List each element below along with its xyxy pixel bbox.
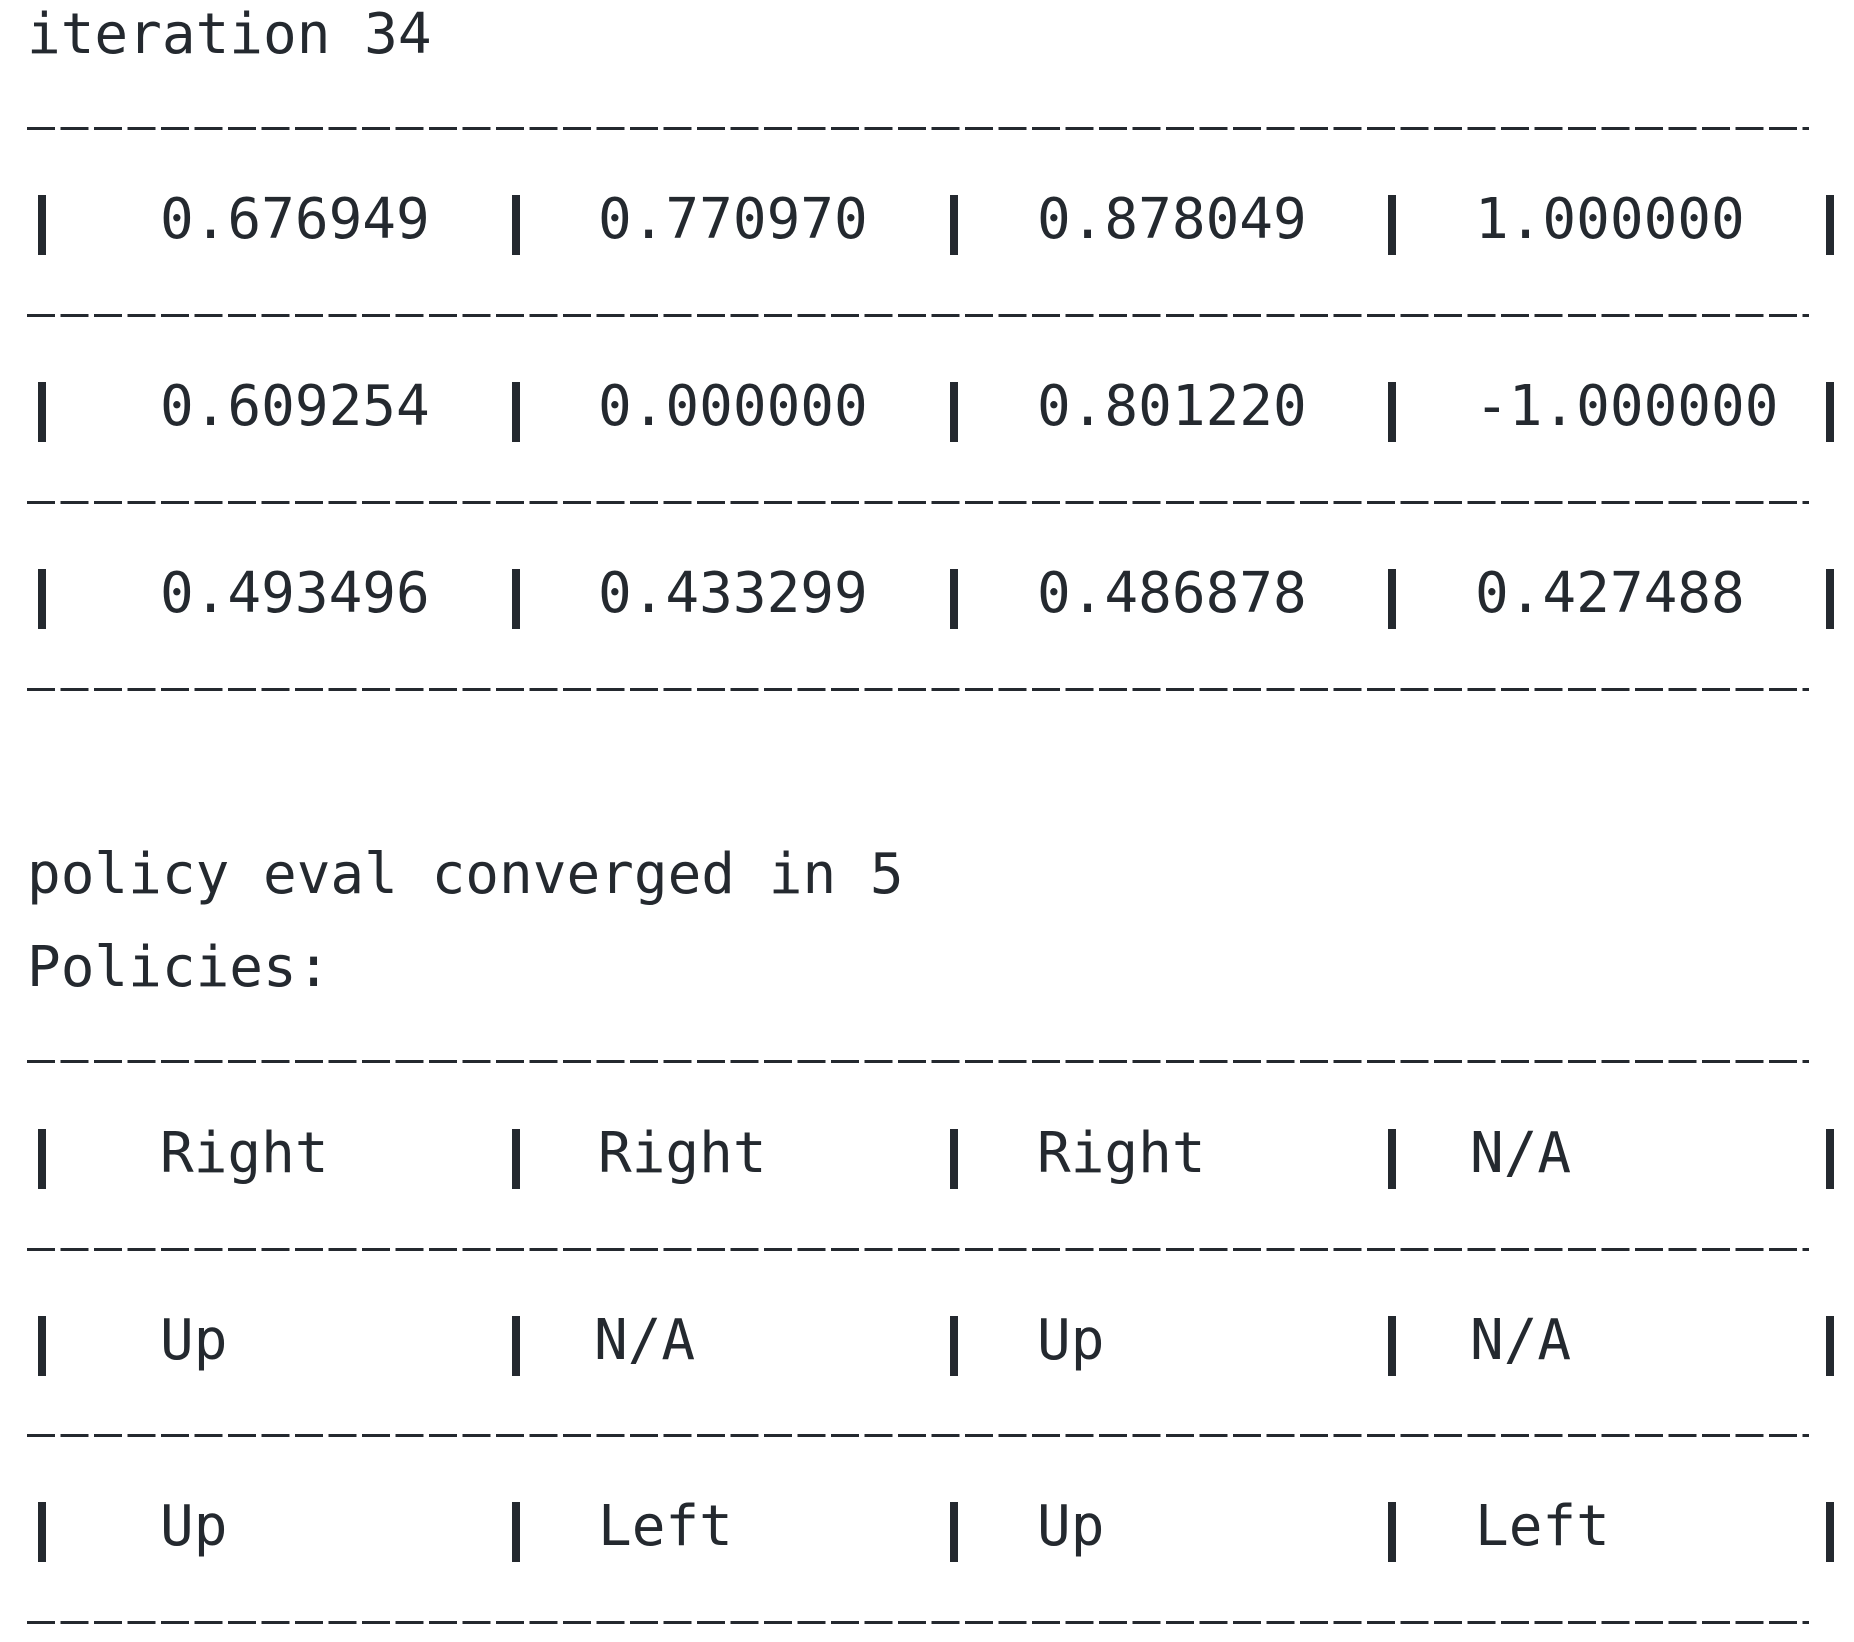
policy-cell: Up [1037, 1494, 1105, 1559]
pipe-divider [1388, 1502, 1396, 1562]
pipe-divider [512, 382, 520, 442]
pipe-divider [38, 1502, 46, 1562]
policy-cell: Up [160, 1308, 228, 1373]
value-cell: 0.801220 [1037, 374, 1307, 439]
value-cell: 0.878049 [1037, 187, 1307, 252]
policy-cell: Left [1475, 1494, 1610, 1559]
value-cell: 0.427488 [1475, 561, 1745, 626]
pipe-divider [1388, 1316, 1396, 1376]
pipe-divider [1388, 569, 1396, 629]
value-cell: 0.770970 [598, 187, 868, 252]
pipe-divider [512, 569, 520, 629]
pipe-divider [38, 382, 46, 442]
separator-line [27, 314, 1809, 317]
policy-cell: Up [160, 1494, 228, 1559]
pipe-divider [38, 195, 46, 255]
policy-eval-text: policy eval converged in 5 [27, 842, 904, 907]
pipe-divider [512, 1129, 520, 1189]
separator-line [27, 688, 1809, 691]
values-row-3: 0.493496 0.433299 0.486878 0.427488 [0, 561, 1854, 649]
value-cell: 0.676949 [160, 187, 430, 252]
pipe-divider [1388, 382, 1396, 442]
value-cell: 0.433299 [598, 561, 868, 626]
pipe-divider [1826, 1129, 1834, 1189]
policy-cell: N/A [1470, 1308, 1572, 1373]
separator-line [27, 1060, 1809, 1063]
pipe-divider [950, 1502, 958, 1562]
pipe-divider [1826, 1502, 1834, 1562]
values-row-1: 0.676949 0.770970 0.878049 1.000000 [0, 187, 1854, 275]
policy-cell: N/A [594, 1308, 696, 1373]
policies-row-3: Up Left Up Left [0, 1494, 1854, 1582]
separator-line [27, 1434, 1809, 1437]
pipe-divider [512, 1316, 520, 1376]
separator-line [27, 127, 1809, 130]
policy-cell: Right [598, 1121, 767, 1186]
pipe-divider [1388, 195, 1396, 255]
pipe-divider [512, 195, 520, 255]
pipe-divider [1826, 569, 1834, 629]
pipe-divider [38, 1316, 46, 1376]
pipe-divider [950, 569, 958, 629]
policy-cell: Up [1037, 1308, 1105, 1373]
pipe-divider [950, 1129, 958, 1189]
pipe-divider [950, 1316, 958, 1376]
policy-cell: Right [160, 1121, 329, 1186]
value-cell: 0.486878 [1037, 561, 1307, 626]
values-row-2: 0.609254 0.000000 0.801220 -1.000000 [0, 374, 1854, 462]
policy-cell: N/A [1470, 1121, 1572, 1186]
pipe-divider [1826, 1316, 1834, 1376]
separator-line [27, 1621, 1809, 1624]
iteration-label: iteration 34 [27, 2, 432, 67]
separator-line [27, 501, 1809, 504]
pipe-divider [38, 1129, 46, 1189]
pipe-divider [1826, 382, 1834, 442]
pipe-divider [38, 569, 46, 629]
value-cell: 0.493496 [160, 561, 430, 626]
policies-label: Policies: [27, 935, 331, 1000]
pipe-divider [1826, 195, 1834, 255]
value-cell: 0.609254 [160, 374, 430, 439]
pipe-divider [950, 382, 958, 442]
policies-row-2: Up N/A Up N/A [0, 1308, 1854, 1396]
value-cell: 0.000000 [598, 374, 868, 439]
pipe-divider [1388, 1129, 1396, 1189]
value-cell: -1.000000 [1475, 374, 1779, 439]
separator-line [27, 1248, 1809, 1251]
policy-cell: Right [1037, 1121, 1206, 1186]
pipe-divider [950, 195, 958, 255]
policies-row-1: Right Right Right N/A [0, 1121, 1854, 1209]
pipe-divider [512, 1502, 520, 1562]
policy-cell: Left [598, 1494, 733, 1559]
value-cell: 1.000000 [1475, 187, 1745, 252]
